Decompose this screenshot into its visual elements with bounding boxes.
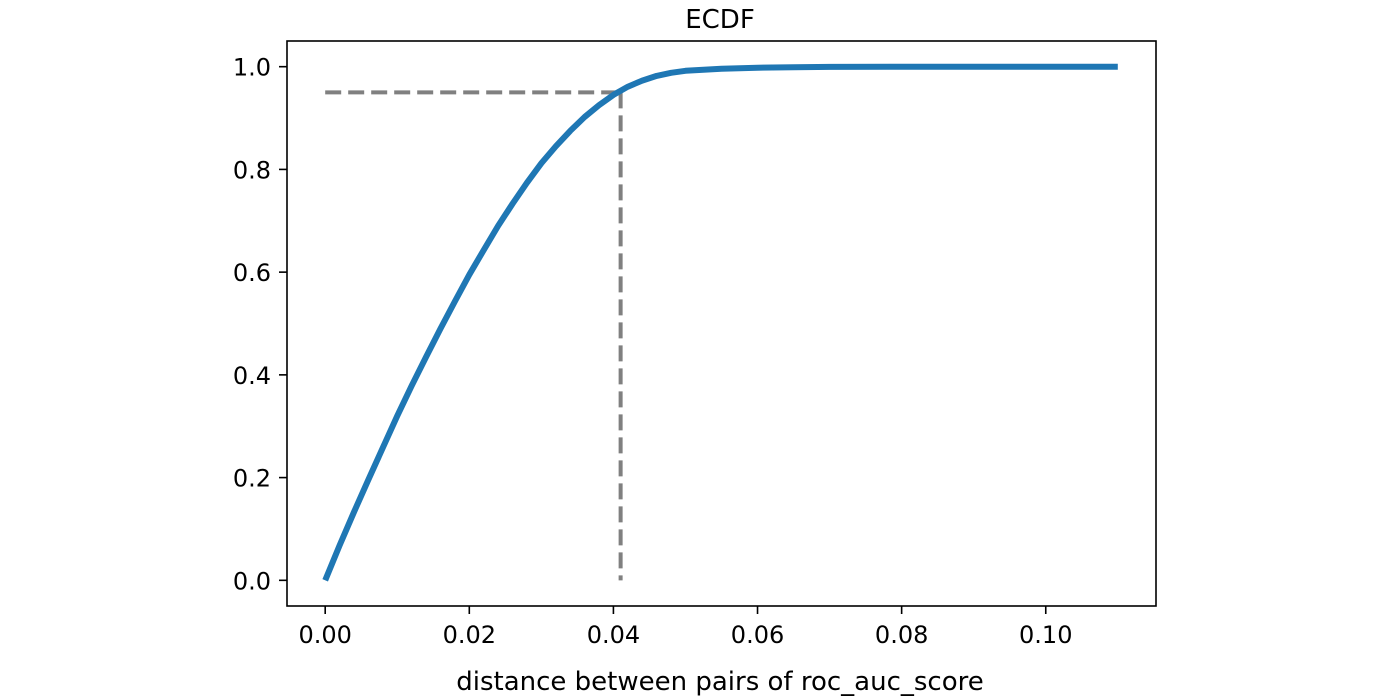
y-tick-label: 0.0: [233, 567, 271, 595]
x-tick-label: 0.06: [731, 621, 784, 649]
y-axis: 0.0 0.2 0.4 0.6 0.8 1.0: [233, 54, 287, 595]
chart-title: ECDF: [685, 5, 755, 35]
x-axis-label: distance between pairs of roc_auc_score: [456, 667, 984, 697]
ecdf-line: [322, 63, 1118, 582]
x-axis: 0.00 0.02 0.04 0.06 0.08 0.10: [298, 606, 1072, 649]
x-tick-label: 0.10: [1019, 621, 1072, 649]
plot-area: [322, 63, 1118, 582]
x-tick-label: 0.02: [443, 621, 496, 649]
y-tick-label: 0.2: [233, 465, 271, 493]
x-tick-label: 0.00: [298, 621, 351, 649]
y-tick-label: 0.6: [233, 259, 271, 287]
x-tick-label: 0.04: [587, 621, 640, 649]
x-tick-label: 0.08: [875, 621, 928, 649]
y-tick-label: 1.0: [233, 54, 271, 82]
axes-frame: [286, 40, 1157, 607]
y-tick-label: 0.4: [233, 362, 271, 390]
y-tick-label: 0.8: [233, 156, 271, 184]
